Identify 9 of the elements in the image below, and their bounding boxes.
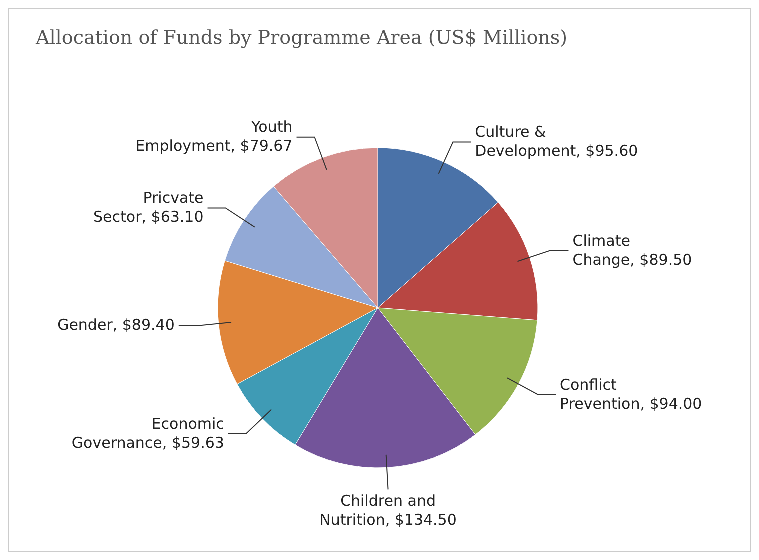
slice-label: Pricvate Sector, $63.10 (94, 189, 204, 228)
slice-label: Climate Change, $89.50 (572, 232, 692, 270)
slice-label: Youth Employment, $79.67 (136, 118, 293, 156)
slice-label: Gender, $89.40 (58, 316, 175, 336)
slice-label: Children and Nutrition, $134.50 (320, 492, 457, 530)
slice-label: Culture & Development, $95.60 (475, 123, 638, 162)
chart-title: Allocation of Funds by Programme Area (US$ Millions) (35, 27, 568, 49)
slice-label: Conflict Prevention, $94.00 (560, 376, 702, 414)
slice-label: Economic Governance, $59.63 (72, 414, 224, 453)
